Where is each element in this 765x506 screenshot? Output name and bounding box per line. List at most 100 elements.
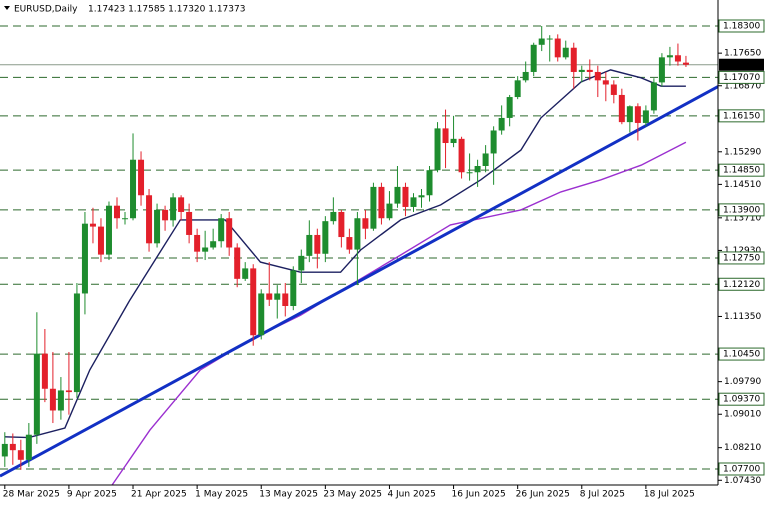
candle-body: [578, 69, 585, 72]
candle-body: [154, 209, 161, 244]
moving-average: [111, 141, 687, 486]
candle-body: [73, 293, 80, 393]
candle-body: [386, 203, 393, 219]
candle-body: [506, 97, 513, 118]
candle-body: [274, 293, 281, 300]
candle-body: [33, 353, 40, 435]
candle-body: [426, 170, 433, 196]
x-tick-label: 9 Apr 2025: [67, 490, 117, 500]
level-label: 1.07700: [723, 464, 760, 474]
candle-body: [474, 165, 481, 173]
candle-body: [410, 197, 417, 207]
y-tick-label: 1.13710: [724, 213, 761, 223]
candle-body: [306, 234, 313, 256]
candle-body: [330, 211, 337, 222]
candle-body: [89, 223, 96, 227]
candle-body: [346, 237, 353, 250]
candle-body: [65, 390, 72, 393]
candle-body: [218, 218, 225, 242]
level-label: 1.13900: [723, 205, 760, 215]
candle-body: [602, 80, 609, 85]
candle-body: [674, 55, 681, 62]
level-label: 1.09370: [723, 395, 760, 405]
candle-body: [554, 38, 561, 58]
candle-body: [402, 186, 409, 207]
level-label: 1.10450: [723, 350, 760, 360]
x-tick-label: 28 Mar 2025: [3, 490, 60, 500]
candle-body: [354, 218, 361, 250]
chart-title: EURUSD,Daily: [14, 5, 78, 15]
candle-body: [610, 84, 617, 95]
candle-body: [378, 186, 385, 219]
candle-body: [122, 218, 129, 220]
candle-body: [498, 117, 505, 131]
candle-body: [522, 71, 529, 81]
candle-body: [370, 186, 377, 229]
candle-body: [626, 106, 633, 123]
candle-body: [202, 247, 209, 252]
candle-body: [322, 221, 329, 254]
level-label-box: [718, 462, 765, 476]
y-tick-label: 1.09010: [724, 410, 761, 420]
candle-body: [562, 47, 569, 58]
candle-body: [25, 434, 32, 460]
y-tick-label: 1.08210: [724, 443, 761, 453]
level-label-box: [718, 70, 765, 84]
candle-body: [194, 234, 201, 252]
candle-body: [538, 38, 545, 45]
x-tick-label: 4 Jun 2025: [387, 490, 435, 500]
candle-body: [210, 241, 217, 248]
candle-body: [442, 128, 449, 144]
candle-body: [466, 172, 473, 174]
y-tick-label: 1.12930: [724, 246, 761, 256]
trendline: [0, 85, 719, 478]
candle-body: [546, 38, 553, 40]
y-tick-label: 1.07430: [724, 476, 761, 486]
level-label: 1.12120: [723, 280, 760, 290]
candle-body: [666, 55, 673, 58]
candle-body: [594, 71, 601, 81]
candle-body: [266, 293, 273, 300]
candle-body: [186, 211, 193, 235]
candle-body: [450, 138, 457, 144]
candle-body: [586, 69, 593, 72]
candle-body: [394, 186, 401, 204]
candle-body: [49, 388, 56, 411]
candle-body: [338, 211, 345, 238]
level-label-box: [718, 163, 765, 177]
level-label-box: [718, 19, 765, 33]
candle-body: [482, 153, 489, 166]
level-label: 1.17070: [723, 73, 760, 83]
last-price-box: [719, 58, 764, 71]
level-label: 1.12750: [723, 253, 760, 263]
last-price-label: 1.17373: [723, 60, 760, 70]
candle-body: [290, 270, 297, 307]
candle-body: [642, 110, 649, 123]
candle-body: [490, 130, 497, 154]
level-label: 1.18300: [723, 21, 760, 31]
candle-body: [170, 197, 177, 221]
candle-body: [250, 268, 257, 336]
candle-body: [618, 94, 625, 123]
menu-arrow: [4, 6, 10, 10]
y-tick-label: 1.17650: [724, 49, 761, 59]
level-label-box: [718, 392, 765, 406]
level-label-box: [718, 109, 765, 123]
y-tick-label: 1.11350: [724, 312, 761, 322]
x-tick-label: 16 Jun 2025: [452, 490, 506, 500]
x-tick-label: 8 Jul 2025: [580, 490, 625, 500]
level-label-box: [718, 251, 765, 265]
candle-body: [682, 62, 689, 65]
candle-body: [434, 128, 441, 171]
candle-body: [113, 205, 120, 219]
candle-body: [1, 443, 8, 457]
x-tick-label: 18 Jul 2025: [644, 490, 695, 500]
candle-body: [138, 159, 145, 196]
candle-body: [41, 353, 48, 389]
candle-body: [418, 195, 425, 198]
candle-body: [162, 209, 169, 221]
y-tick-label: 1.09790: [724, 377, 761, 387]
